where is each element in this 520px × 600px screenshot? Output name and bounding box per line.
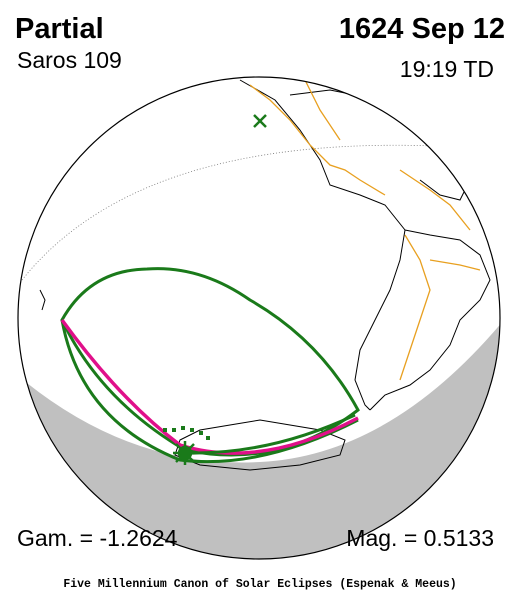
time: 19:19 TD: [400, 56, 494, 82]
dotted-marks: [163, 426, 210, 440]
magnitude: Mag. = 0.5133: [346, 525, 494, 551]
max-eclipse-curve: [60, 318, 359, 455]
globe-outline: [17, 76, 501, 560]
saros: Saros 109: [17, 47, 122, 73]
rise-set-curve: [184, 413, 356, 455]
eclipse-type: Partial: [15, 13, 104, 45]
gamma: Gam. = -1.2624: [17, 525, 178, 551]
penumbra-limit-south: [60, 319, 359, 464]
equator: [21, 144, 500, 281]
credit: Five Millennium Canon of Solar Eclipses …: [63, 578, 456, 591]
date: 1624 Sep 12: [339, 13, 505, 45]
greatest-eclipse-marker: [173, 441, 197, 465]
subsolar-marker: [253, 114, 267, 128]
borders: [249, 77, 481, 381]
